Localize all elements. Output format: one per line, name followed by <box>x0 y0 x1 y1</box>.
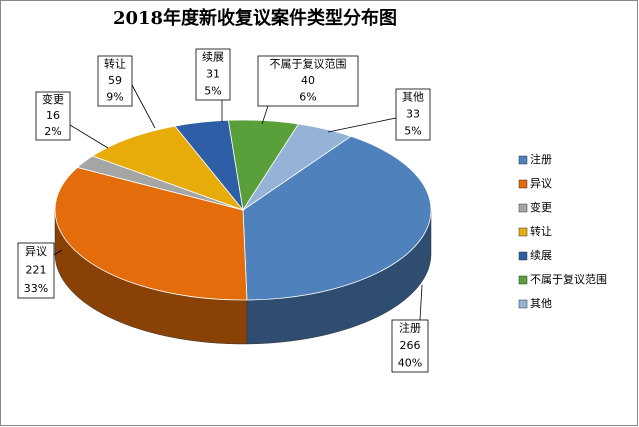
slice <box>242 123 352 211</box>
label-leader <box>327 117 397 133</box>
legend-swatch <box>518 203 528 213</box>
data-label: 40 <box>301 74 315 87</box>
label-leader <box>261 105 269 125</box>
legend-swatch <box>518 179 528 189</box>
chart-title: 2018年度新收复议案件类型分布图 <box>113 7 397 29</box>
label-leader <box>131 84 156 129</box>
data-label: 31 <box>206 68 220 81</box>
data-label: 续展 <box>202 50 224 64</box>
data-label: 注册 <box>399 321 421 335</box>
legend-label: 其他 <box>530 297 552 310</box>
legend-swatch <box>518 251 528 261</box>
label-box <box>35 91 71 141</box>
label-leader <box>69 124 109 149</box>
label-leader <box>419 284 423 321</box>
slice <box>54 166 248 301</box>
label-box <box>97 55 133 107</box>
label-box <box>17 242 55 299</box>
legend-label: 注册 <box>530 152 552 166</box>
legend-label: 异议 <box>530 177 552 190</box>
data-label: 33% <box>24 282 48 295</box>
slice <box>91 125 245 211</box>
legend-swatch <box>518 299 528 309</box>
data-label: 变更 <box>42 92 64 106</box>
label-box <box>195 48 231 101</box>
data-label: 其他 <box>402 91 424 104</box>
label-leader <box>53 249 63 256</box>
data-label: 59 <box>108 74 122 87</box>
legend-swatch <box>518 275 528 285</box>
data-label: 9% <box>106 91 123 104</box>
data-label: 40% <box>398 356 422 369</box>
label-box <box>395 88 431 141</box>
legend-label: 变更 <box>530 200 552 214</box>
data-label: 不属于复议范围 <box>270 56 347 70</box>
data-label: 16 <box>46 109 60 122</box>
data-label: 33 <box>406 108 420 121</box>
data-label: 异议 <box>25 245 47 258</box>
label-box <box>257 55 359 107</box>
data-label: 2% <box>44 125 61 138</box>
data-label: 266 <box>400 339 421 352</box>
legend-label: 续展 <box>530 248 552 262</box>
data-label: 221 <box>26 264 47 277</box>
legend-swatch <box>518 155 528 165</box>
data-label: 5% <box>204 85 221 98</box>
legend-swatch <box>518 227 528 237</box>
data-label: 5% <box>404 125 421 138</box>
legend-label: 转让 <box>530 224 552 238</box>
legend-label: 不属于复议范围 <box>530 272 607 286</box>
slice <box>242 135 432 301</box>
data-label: 转让 <box>104 56 126 70</box>
label-box <box>391 319 429 373</box>
data-label: 6% <box>299 91 316 104</box>
